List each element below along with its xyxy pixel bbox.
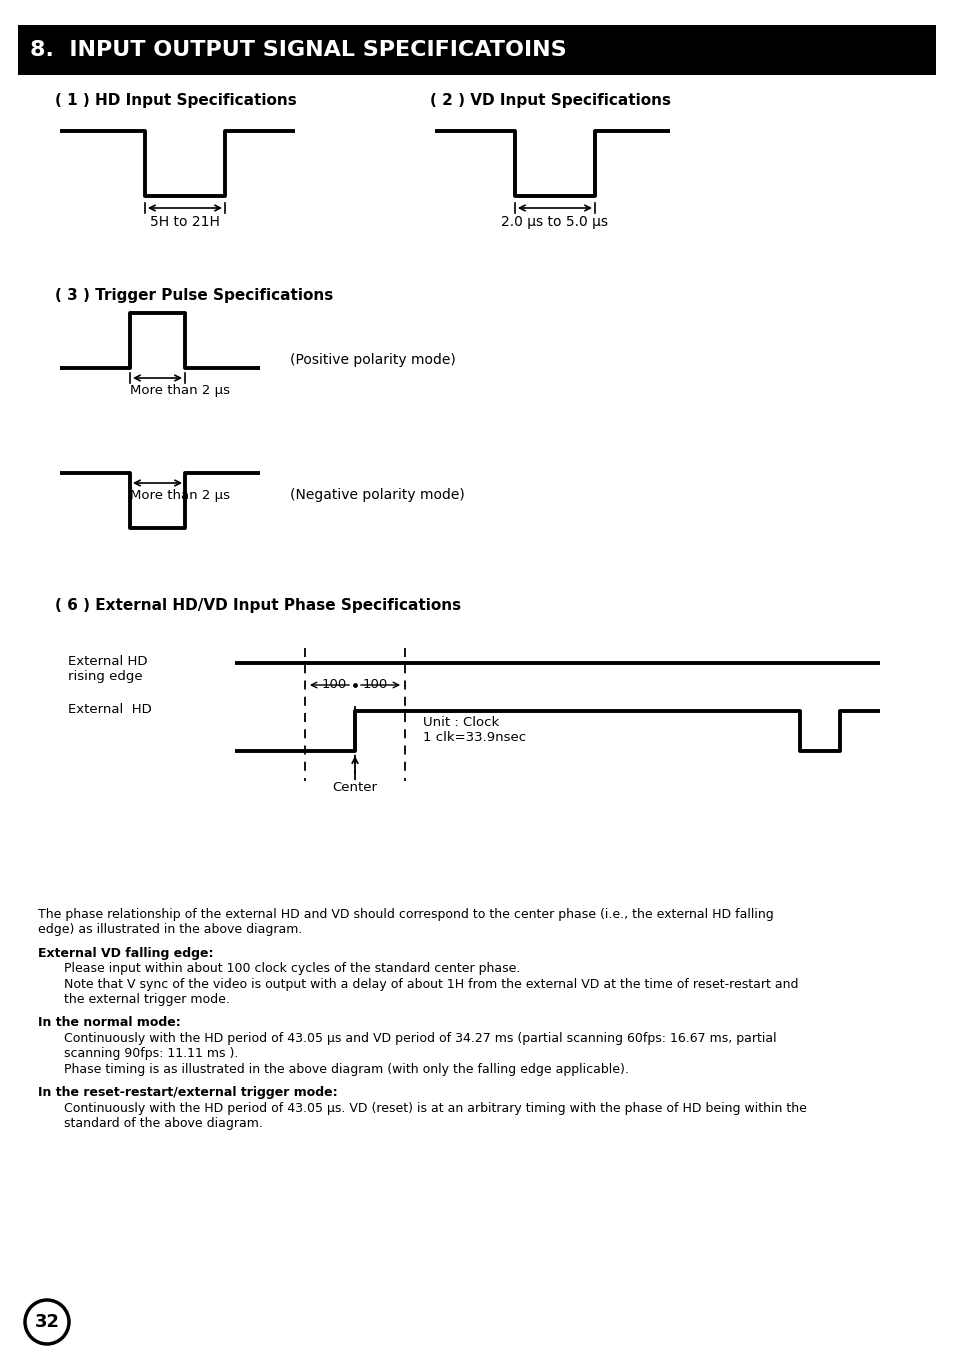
Text: More than 2 μs: More than 2 μs: [130, 384, 230, 397]
Text: 8.  INPUT OUTPUT SIGNAL SPECIFICATOINS: 8. INPUT OUTPUT SIGNAL SPECIFICATOINS: [30, 41, 566, 59]
Text: Continuously with the HD period of 43.05 μs and VD period of 34.27 ms (partial s: Continuously with the HD period of 43.05…: [52, 1032, 776, 1045]
Text: More than 2 μs: More than 2 μs: [130, 489, 230, 502]
Text: In the normal mode:: In the normal mode:: [38, 1017, 180, 1029]
Text: 100: 100: [321, 679, 347, 691]
Text: scanning 90fps: 11.11 ms ).: scanning 90fps: 11.11 ms ).: [52, 1048, 238, 1060]
Text: ( 6 ) External HD/VD Input Phase Specifications: ( 6 ) External HD/VD Input Phase Specifi…: [55, 598, 460, 612]
Text: External HD
rising edge: External HD rising edge: [68, 654, 148, 683]
Text: 2.0 μs to 5.0 μs: 2.0 μs to 5.0 μs: [501, 215, 608, 228]
Text: Please input within about 100 clock cycles of the standard center phase.: Please input within about 100 clock cycl…: [52, 963, 519, 975]
Text: External  HD: External HD: [68, 703, 152, 717]
Text: External VD falling edge:: External VD falling edge:: [38, 946, 213, 960]
Text: ( 1 ) HD Input Specifications: ( 1 ) HD Input Specifications: [55, 93, 296, 108]
Text: ( 3 ) Trigger Pulse Specifications: ( 3 ) Trigger Pulse Specifications: [55, 288, 333, 303]
Text: The phase relationship of the external HD and VD should correspond to the center: The phase relationship of the external H…: [38, 909, 773, 921]
Text: standard of the above diagram.: standard of the above diagram.: [52, 1117, 263, 1130]
Text: Phase timing is as illustrated in the above diagram (with only the falling edge : Phase timing is as illustrated in the ab…: [52, 1063, 628, 1076]
Text: 100: 100: [363, 679, 388, 691]
Text: Note that V sync of the video is output with a delay of about 1H from the extern: Note that V sync of the video is output …: [52, 977, 798, 991]
Text: edge) as illustrated in the above diagram.: edge) as illustrated in the above diagra…: [38, 923, 302, 937]
FancyBboxPatch shape: [18, 24, 935, 74]
Text: (Negative polarity mode): (Negative polarity mode): [290, 488, 464, 502]
Text: Unit : Clock
1 clk=33.9nsec: Unit : Clock 1 clk=33.9nsec: [422, 717, 525, 744]
Text: (Positive polarity mode): (Positive polarity mode): [290, 353, 456, 366]
Text: 32: 32: [34, 1313, 59, 1330]
Text: Continuously with the HD period of 43.05 μs. VD (reset) is at an arbitrary timin: Continuously with the HD period of 43.05…: [52, 1102, 806, 1115]
Text: the external trigger mode.: the external trigger mode.: [52, 994, 230, 1006]
Text: ( 2 ) VD Input Specifications: ( 2 ) VD Input Specifications: [430, 93, 670, 108]
Text: Center: Center: [333, 781, 377, 794]
Text: 5H to 21H: 5H to 21H: [150, 215, 220, 228]
Text: In the reset-restart/external trigger mode:: In the reset-restart/external trigger mo…: [38, 1086, 337, 1099]
